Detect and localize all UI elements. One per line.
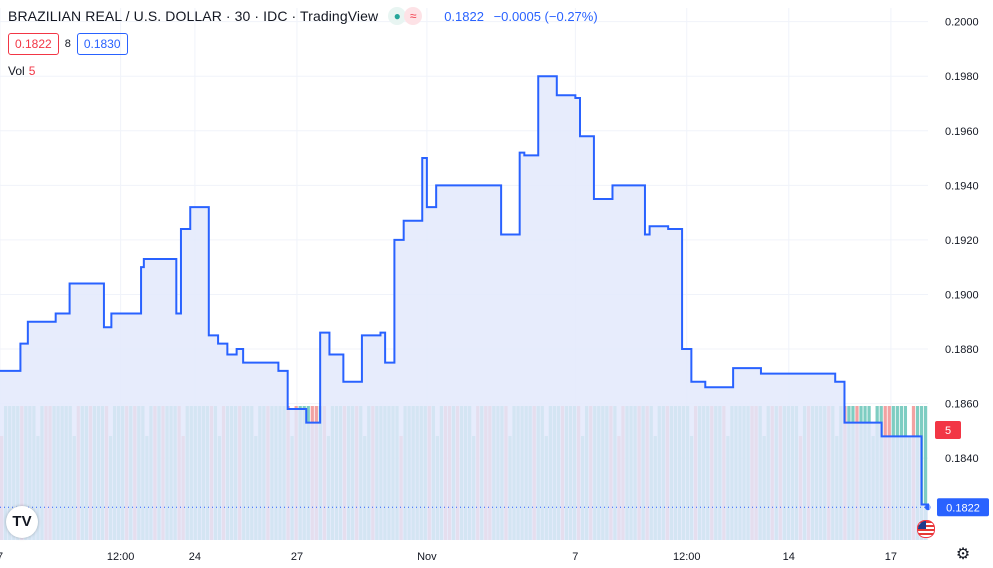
y-tick-label: 0.1860 bbox=[945, 399, 979, 411]
volume-badge-label: 5 bbox=[945, 425, 951, 437]
x-tick-label: 7 bbox=[0, 551, 3, 563]
wave-icon[interactable]: ≈ bbox=[404, 7, 423, 25]
us-flag-icon[interactable] bbox=[917, 520, 935, 538]
y-tick-label: 0.2000 bbox=[945, 17, 979, 29]
x-tick-label: 14 bbox=[783, 551, 795, 563]
ask-price[interactable]: 0.1830 bbox=[76, 33, 128, 55]
x-tick-label: 12:00 bbox=[107, 551, 135, 563]
price-area-fill bbox=[0, 76, 928, 540]
chart-header: BRAZILIAN REAL / U.S. DOLLAR · 30 · IDC … bbox=[8, 7, 604, 25]
price-change: −0.0005 (−0.27%) bbox=[493, 8, 598, 24]
spread-value: 8 bbox=[64, 38, 71, 50]
volume-badge bbox=[935, 421, 961, 439]
x-tick-label: 27 bbox=[291, 551, 303, 563]
y-tick-label: 0.1940 bbox=[945, 180, 979, 192]
last-price: 0.1822 bbox=[444, 8, 484, 24]
x-tick-label: Nov bbox=[417, 551, 437, 563]
volume-label: Vol bbox=[8, 64, 25, 78]
eye-icon[interactable]: ● bbox=[388, 7, 407, 25]
bid-ask-row: 0.1822 8 0.1830 bbox=[8, 33, 128, 55]
y-tick-label: 0.1900 bbox=[945, 289, 979, 301]
x-tick-label: 7 bbox=[572, 551, 578, 563]
visibility-toggle[interactable]: ● ≈ bbox=[388, 7, 423, 25]
y-tick-label: 0.1980 bbox=[945, 71, 979, 83]
volume-value: 5 bbox=[28, 64, 36, 78]
x-tick-label: 24 bbox=[189, 551, 201, 563]
y-tick-label: 0.1880 bbox=[945, 344, 979, 356]
price-line[interactable] bbox=[0, 75, 929, 508]
volume-bar bbox=[923, 406, 928, 540]
gear-icon[interactable]: ⚙ bbox=[955, 546, 971, 563]
y-tick-label: 0.1920 bbox=[945, 235, 979, 247]
volume-legend[interactable]: Vol 5 bbox=[8, 64, 35, 78]
y-tick-label: 0.1840 bbox=[945, 453, 979, 465]
tradingview-logo[interactable]: TV bbox=[6, 506, 38, 538]
x-tick-label: 12:00 bbox=[673, 551, 701, 563]
price-badge bbox=[937, 498, 989, 517]
x-tick-label: 17 bbox=[885, 551, 897, 563]
y-tick-label: 0.1960 bbox=[945, 126, 979, 138]
bid-price[interactable]: 0.1822 bbox=[8, 33, 59, 55]
symbol-title[interactable]: BRAZILIAN REAL / U.S. DOLLAR · 30 · IDC … bbox=[8, 8, 379, 24]
last-quote: 0.1822 −0.0005 (−0.27%) bbox=[444, 9, 603, 24]
price-badge-label: 0.1822 bbox=[946, 502, 980, 514]
